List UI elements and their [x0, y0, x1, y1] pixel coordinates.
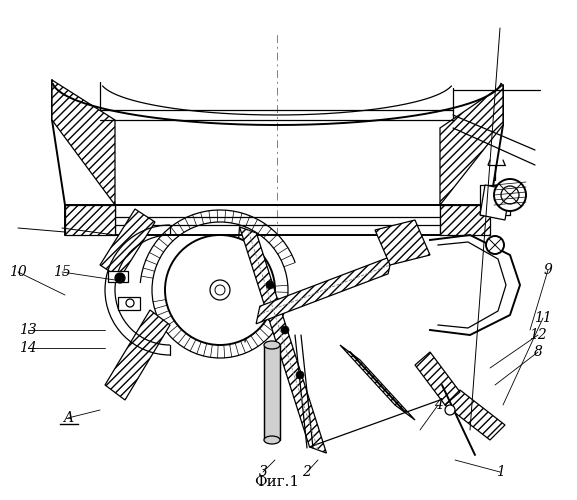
Text: 14: 14 — [19, 341, 37, 355]
Polygon shape — [100, 209, 155, 278]
Text: 11: 11 — [534, 311, 552, 325]
Text: 9: 9 — [544, 263, 552, 277]
Polygon shape — [52, 80, 115, 205]
Polygon shape — [445, 390, 505, 440]
Polygon shape — [264, 345, 280, 440]
Text: 15: 15 — [53, 265, 71, 279]
Text: 8: 8 — [534, 345, 542, 359]
Circle shape — [165, 235, 275, 345]
Text: 12: 12 — [529, 328, 547, 342]
Text: Фиг.1: Фиг.1 — [254, 475, 299, 489]
Polygon shape — [375, 220, 430, 265]
Polygon shape — [105, 310, 170, 400]
Polygon shape — [239, 227, 327, 453]
Polygon shape — [256, 256, 392, 324]
Polygon shape — [480, 185, 510, 220]
Circle shape — [281, 326, 289, 334]
Ellipse shape — [264, 341, 280, 349]
Circle shape — [266, 281, 274, 289]
Circle shape — [486, 236, 504, 254]
Text: 10: 10 — [9, 265, 27, 279]
Circle shape — [494, 179, 526, 211]
Text: 13: 13 — [19, 323, 37, 337]
Circle shape — [296, 371, 304, 379]
Text: A: A — [63, 411, 73, 425]
Circle shape — [210, 280, 230, 300]
Text: 4: 4 — [433, 398, 443, 412]
Text: 3: 3 — [258, 465, 267, 479]
Bar — [108, 271, 128, 282]
Bar — [118, 297, 140, 310]
Polygon shape — [440, 205, 490, 235]
Text: 2: 2 — [302, 465, 312, 479]
Text: 1: 1 — [496, 465, 504, 479]
Circle shape — [445, 405, 455, 415]
Polygon shape — [65, 205, 115, 235]
Circle shape — [115, 273, 125, 283]
Polygon shape — [415, 352, 460, 405]
Ellipse shape — [264, 436, 280, 444]
Polygon shape — [440, 85, 503, 205]
Polygon shape — [340, 345, 415, 420]
